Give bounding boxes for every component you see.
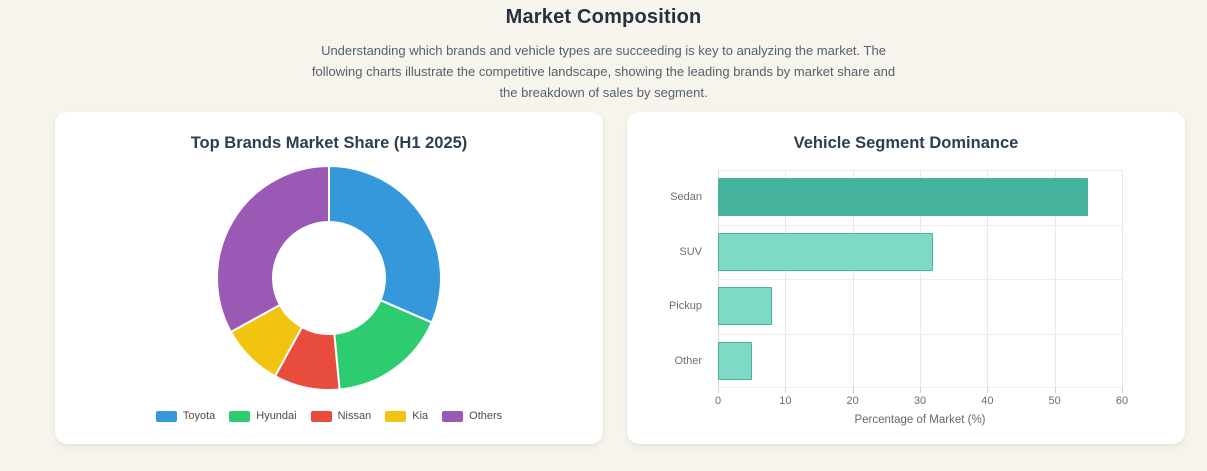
x-tick-mark [1122, 388, 1123, 393]
gridline-vertical [785, 170, 787, 388]
legend-label: Hyundai [256, 410, 297, 422]
bar-chart-plot [718, 170, 1123, 388]
gridline-vertical [987, 170, 989, 388]
gridline-vertical [1054, 170, 1056, 388]
page-header: Market Composition Understanding which b… [0, 6, 1207, 103]
donut-segment-others[interactable] [216, 165, 330, 333]
category-label-pickup: Pickup [668, 300, 702, 313]
x-tick-label: 60 [1115, 395, 1129, 407]
bar-suv[interactable] [718, 232, 934, 271]
x-tick-label: 0 [714, 395, 722, 407]
page-title: Market Composition [505, 6, 702, 28]
x-tick-mark [852, 388, 854, 393]
bar-chart-card: Vehicle Segment Dominance Sedan SUV Pickup… [627, 112, 1185, 444]
legend-item-nissan[interactable]: Nissan [310, 410, 372, 422]
donut-legend: Toyota Hyundai Nissan Kia Others [55, 410, 603, 422]
x-tick-mark [987, 388, 989, 393]
y-axis-line [718, 170, 719, 388]
legend-swatch-nissan [310, 410, 332, 422]
x-tick-label: 10 [779, 395, 792, 407]
bar-sedan[interactable] [718, 178, 1089, 217]
donut-chart-area [55, 164, 603, 392]
donut-chart [216, 165, 442, 391]
legend-label: Nissan [337, 410, 372, 422]
category-label-other: Other [674, 354, 702, 367]
x-tick-label: 30 [913, 395, 927, 407]
donut-chart-title: Top Brands Market Share (H1 2025) [190, 134, 468, 152]
category-label-suv: SUV [679, 245, 702, 258]
x-tick-mark [718, 388, 719, 393]
bar-x-axis-title: Percentage of Market (%) [854, 414, 986, 426]
x-tick-label: 50 [1048, 395, 1061, 407]
donut-segment-toyota[interactable] [328, 165, 442, 324]
legend-swatch-kia [385, 410, 407, 422]
gridline-vertical [852, 170, 854, 388]
page-subtitle: Understanding which brands and vehicle t… [311, 43, 896, 101]
x-tick-label: 40 [981, 395, 994, 407]
legend-item-toyota[interactable]: Toyota [155, 410, 216, 422]
legend-item-hyundai[interactable]: Hyundai [229, 410, 297, 422]
legend-label: Toyota [182, 410, 216, 422]
gridline-vertical [1122, 170, 1123, 388]
legend-item-others[interactable]: Others [442, 410, 502, 422]
x-tick-mark [1054, 388, 1056, 393]
bar-pickup[interactable] [718, 287, 772, 326]
bar-chart-title: Vehicle Segment Dominance [793, 134, 1019, 152]
donut-chart-card: Top Brands Market Share (H1 2025) Toyota… [55, 112, 603, 444]
bar-other[interactable] [718, 341, 752, 380]
legend-swatch-toyota [155, 410, 177, 422]
x-tick-label: 20 [846, 395, 859, 407]
x-tick-mark [785, 388, 787, 393]
gridline-vertical [920, 170, 921, 388]
bar-x-axis-ticks: 0 10 20 30 40 50 60 [714, 388, 1128, 409]
legend-item-kia[interactable]: Kia [385, 410, 428, 422]
legend-swatch-others [442, 410, 464, 422]
legend-swatch-hyundai [229, 410, 251, 422]
category-label-sedan: Sedan [670, 191, 702, 204]
legend-label: Kia [412, 410, 429, 422]
x-tick-mark [920, 388, 921, 393]
legend-label: Others [469, 410, 503, 422]
bar-category-labels: Sedan SUV Pickup Other [633, 170, 711, 388]
